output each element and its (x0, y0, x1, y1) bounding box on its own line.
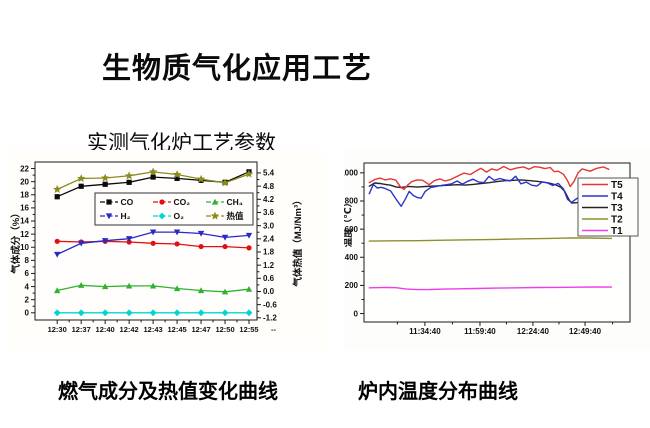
svg-text:800: 800 (345, 197, 359, 206)
svg-text:3.0: 3.0 (263, 221, 275, 230)
series-T5 (368, 165, 610, 191)
svg-text:12:55: 12:55 (239, 325, 258, 334)
svg-text:0: 0 (354, 309, 359, 318)
svg-text:0.6: 0.6 (263, 274, 275, 283)
svg-text:12:37: 12:37 (72, 325, 91, 334)
y-axis-right: -1.2 -0.6 0.0 0.6 1.2 1.8 2.4 3.0 3.6 4.2 4.8 5.4 气体… (257, 169, 304, 323)
svg-text:10: 10 (20, 243, 29, 252)
svg-text:1000: 1000 (344, 169, 359, 178)
gas-composition-chart: 0 2 4 6 8 10 12 14 16 18 20 22 气体成分（%） -1.2 -0.6 0.0 0.6… (8, 150, 326, 350)
y-axis-title: 温度（℃） (344, 198, 354, 248)
legend-item-热值: 热值 (206, 211, 244, 221)
svg-text:-1.2: -1.2 (263, 314, 277, 323)
page-title: 生物质气化应用工艺 (102, 53, 373, 86)
y-axis: 0 200 400 600 800 1000 温度（℃） (344, 169, 364, 318)
svg-text:CO: CO (121, 197, 134, 207)
plot-frame (34, 161, 258, 321)
svg-text:T1: T1 (611, 226, 623, 237)
legend-item-H₂: H₂ (100, 211, 131, 221)
furnace-temperature-chart-figure: 0 200 400 600 800 1000 温度（℃） 11:34:40 11:59:40 12… (344, 150, 650, 350)
svg-text:CO₂: CO₂ (174, 197, 191, 207)
legend-item-O₂: O₂ (153, 211, 184, 221)
y-axis-left: 0 2 4 6 8 10 12 14 16 18 20 22 气体成分（%） (10, 164, 35, 317)
svg-text:3.6: 3.6 (263, 208, 275, 217)
svg-text:CH₄: CH₄ (227, 197, 243, 207)
svg-text:600: 600 (345, 225, 359, 234)
svg-text:O₂: O₂ (174, 211, 185, 221)
svg-text:16: 16 (20, 204, 29, 213)
svg-text:1.2: 1.2 (263, 261, 275, 270)
svg-text:12:47: 12:47 (191, 325, 210, 334)
svg-text:12:30: 12:30 (48, 325, 67, 334)
svg-text:5.4: 5.4 (263, 169, 275, 178)
svg-text:200: 200 (345, 281, 359, 290)
svg-text:18: 18 (20, 190, 29, 199)
caption-gas-chart: 燃气成分及热值变化曲线 (58, 381, 278, 403)
svg-text:T5: T5 (611, 180, 623, 191)
svg-text:11:34:40: 11:34:40 (409, 327, 441, 336)
series-T4 (368, 175, 610, 207)
y-axis-left-title: 气体成分（%） (10, 208, 22, 274)
series-T1 (368, 286, 613, 291)
svg-text:12:40: 12:40 (96, 325, 115, 334)
svg-text:400: 400 (345, 253, 359, 262)
svg-text:T4: T4 (611, 192, 623, 203)
svg-text:2: 2 (25, 295, 30, 304)
series-H₂ (54, 229, 253, 258)
y-axis-right-title: 气体热值（MJ/Nm³） (292, 195, 304, 287)
series-CH₄ (54, 282, 253, 295)
svg-text:H₂: H₂ (121, 211, 131, 221)
svg-text:22: 22 (20, 164, 29, 173)
svg-text:20: 20 (20, 177, 29, 186)
svg-text:T2: T2 (611, 215, 623, 226)
svg-text:T3: T3 (611, 203, 623, 214)
legend-item-T4: T4 (582, 192, 623, 203)
svg-text:12:45: 12:45 (167, 325, 186, 334)
svg-text:12:42: 12:42 (120, 325, 139, 334)
legend-item-T3: T3 (582, 203, 623, 214)
svg-text:4: 4 (25, 282, 30, 291)
svg-text:-0.6: -0.6 (263, 300, 277, 309)
svg-text:12:50: 12:50 (215, 325, 234, 334)
page-subtitle: 实测气化炉工艺参数 (87, 132, 276, 156)
furnace-temperature-chart: 0 200 400 600 800 1000 温度（℃） 11:34:40 11:59:40 12… (344, 150, 650, 350)
series-O₂ (53, 309, 253, 317)
svg-text:12:49:40: 12:49:40 (569, 327, 602, 336)
svg-text:2.4: 2.4 (263, 235, 275, 244)
legend-item-CH₄: CH₄ (206, 197, 243, 207)
svg-text:8: 8 (25, 256, 30, 265)
legend-item-T1: T1 (582, 226, 623, 237)
x-axis-overflow-label: -- (271, 325, 276, 334)
svg-text:6: 6 (25, 269, 30, 278)
svg-text:14: 14 (20, 217, 29, 226)
svg-text:11:59:40: 11:59:40 (464, 327, 496, 336)
legend-item-T2: T2 (582, 215, 623, 226)
svg-text:12:43: 12:43 (144, 325, 163, 334)
legend-item-T5: T5 (582, 180, 623, 191)
gas-composition-chart-figure: 0 2 4 6 8 10 12 14 16 18 20 22 气体成分（%） -1.2 -0.6 0.0 0.6… (8, 150, 326, 350)
legend-item-CO: CO (100, 197, 134, 207)
svg-text:12:24:40: 12:24:40 (517, 327, 550, 336)
svg-text:0.0: 0.0 (263, 287, 275, 296)
caption-temperature-chart: 炉内温度分布曲线 (358, 381, 518, 403)
series-热值 (53, 167, 254, 193)
svg-text:4.8: 4.8 (263, 182, 275, 191)
svg-text:0: 0 (25, 308, 30, 317)
x-axis: 11:34:40 11:59:40 12:24:40 12:49:40 (396, 322, 614, 336)
legend: CO CO₂ CH₄ H₂ O₂ 热值 (94, 192, 254, 226)
svg-text:12: 12 (20, 230, 29, 239)
svg-text:热值: 热值 (227, 211, 245, 221)
svg-text:1.8: 1.8 (263, 248, 275, 257)
legend-item-CO₂: CO₂ (153, 197, 190, 207)
x-axis: 12:30 12:37 12:40 12:42 12:43 12:45 12:47 12:50… (48, 320, 276, 334)
series-T2 (368, 237, 613, 242)
svg-text:4.2: 4.2 (263, 195, 275, 204)
